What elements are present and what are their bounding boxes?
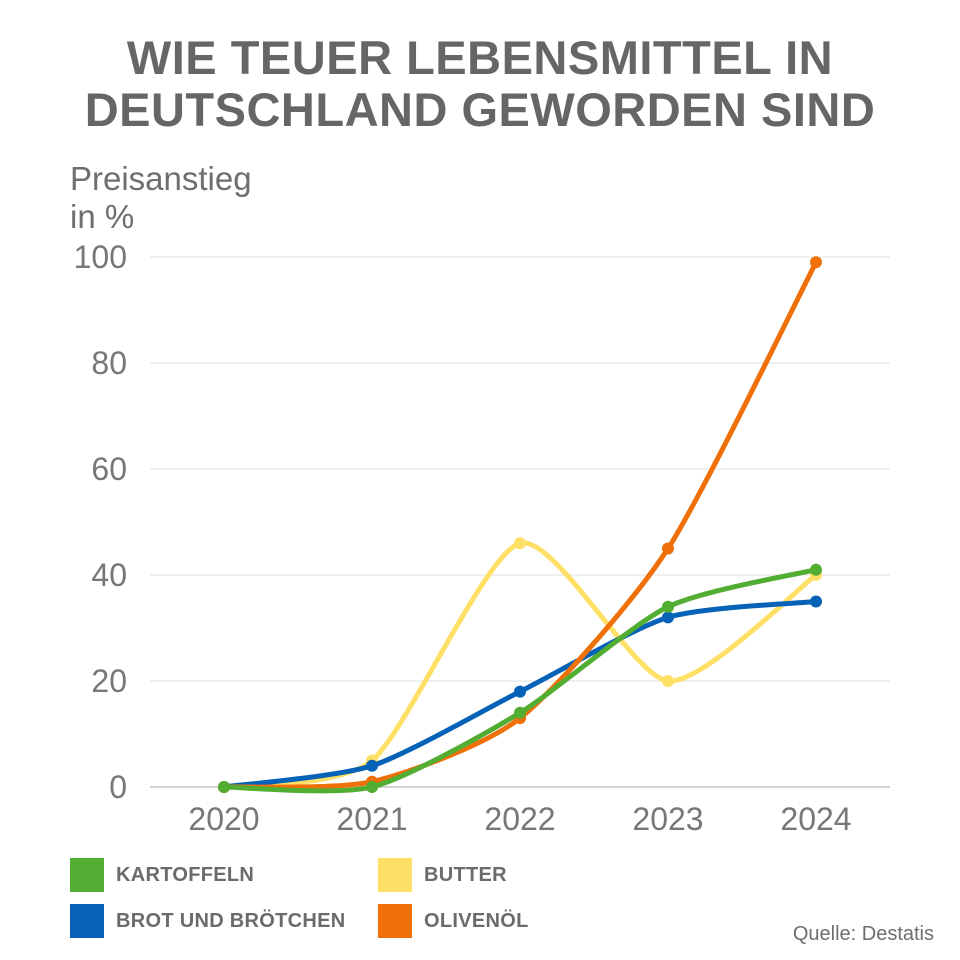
line-kartoffeln (221, 567, 819, 794)
y-tick-label-20: 20 (91, 663, 127, 699)
point-brot-und-broetchen-2024 (810, 595, 822, 608)
chart-title: WIE TEUER LEBENSMITTEL IN DEUTSCHLAND GE… (0, 32, 960, 136)
point-butter-2022 (514, 537, 526, 550)
y-tick-label-80: 80 (91, 345, 127, 381)
legend-label-kartoffeln: KARTOFFELN (116, 863, 255, 886)
legend-swatch-olivenoel (378, 904, 412, 938)
y-tick-label-0: 0 (109, 769, 127, 805)
series-kartoffeln (218, 563, 822, 794)
legend-swatch-butter (378, 858, 412, 892)
point-kartoffeln-2024 (810, 563, 822, 576)
point-brot-und-broetchen-2022 (514, 685, 526, 698)
point-kartoffeln-2021 (366, 781, 378, 793)
legend-label-butter: BUTTER (424, 863, 507, 886)
point-olivenoel-2023 (662, 542, 674, 555)
y-tick-label-100: 100 (74, 239, 127, 275)
point-brot-und-broetchen-2021 (366, 759, 378, 772)
point-olivenoel-2024 (810, 256, 822, 269)
legend-item-kartoffeln: KARTOFFELN (70, 858, 254, 892)
x-tick-label-2024: 2024 (780, 801, 851, 837)
y-axis-label-line-1: Preisanstieg (70, 160, 252, 197)
legend-item-brot-und-broetchen: BROT UND BRÖTCHEN (70, 904, 346, 938)
y-axis-label: Preisanstieg in % (70, 160, 252, 236)
y-axis-ticks: 0 20 40 60 80 100 (74, 239, 127, 805)
series-brot-und-broetchen (218, 595, 822, 793)
point-kartoffeln-2023 (662, 600, 674, 613)
legend-label-brot-und-broetchen: BROT UND BRÖTCHEN (116, 909, 346, 932)
x-tick-label-2022: 2022 (484, 801, 555, 837)
x-axis-ticks: 2020 2021 2022 2023 2024 (188, 801, 851, 837)
title-line-2: DEUTSCHLAND GEWORDEN SIND (84, 83, 876, 136)
legend-label-olivenoel: OLIVENÖL (424, 909, 529, 932)
point-kartoffeln-2020 (218, 781, 230, 793)
legend-item-olivenoel: OLIVENÖL (378, 904, 529, 938)
legend-swatch-brot-und-broetchen (70, 904, 104, 938)
legend-item-butter: BUTTER (378, 858, 507, 892)
y-axis-label-line-2: in % (70, 198, 135, 235)
series-lines (218, 256, 822, 794)
x-tick-label-2023: 2023 (632, 801, 703, 837)
x-tick-label-2020: 2020 (188, 801, 259, 837)
point-kartoffeln-2022 (514, 706, 526, 719)
x-tick-label-2021: 2021 (336, 801, 407, 837)
point-butter-2023 (662, 675, 674, 687)
y-tick-label-60: 60 (91, 451, 127, 487)
point-brot-und-broetchen-2023 (662, 611, 674, 624)
line-butter (221, 540, 819, 790)
title-line-1: WIE TEUER LEBENSMITTEL IN (126, 31, 834, 84)
legend-swatch-kartoffeln (70, 858, 104, 892)
source-note: Quelle: Destatis (792, 923, 934, 945)
y-tick-label-40: 40 (91, 557, 127, 593)
